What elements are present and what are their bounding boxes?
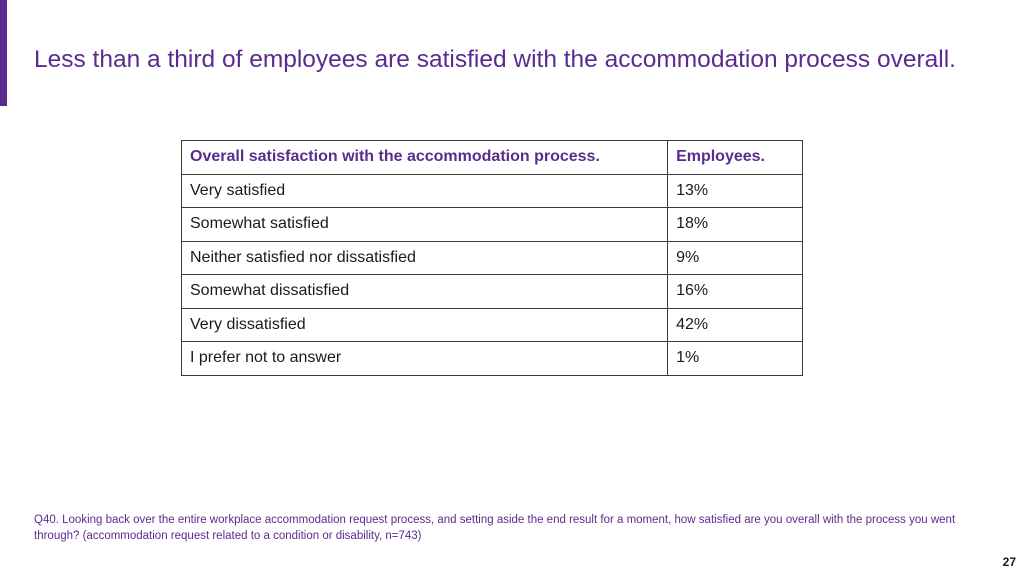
slide-title: Less than a third of employees are satis… — [34, 46, 956, 73]
question-footnote: Q40. Looking back over the entire workpl… — [34, 514, 956, 542]
row-label: Very dissatisfied — [180, 307, 669, 342]
row-value: 13% — [667, 173, 803, 208]
row-value: 42% — [667, 307, 803, 342]
table-row: Very dissatisfied 42% — [180, 307, 803, 342]
table-row: Somewhat satisfied 18% — [180, 207, 803, 242]
satisfaction-table: Overall satisfaction with the accommodat… — [180, 140, 803, 376]
table-header-row: Overall satisfaction with the accommodat… — [180, 140, 803, 175]
header-employees: Employees. — [667, 140, 803, 175]
table-row: Somewhat dissatisfied 16% — [180, 274, 803, 309]
header-satisfaction-level: Overall satisfaction with the accommodat… — [180, 140, 669, 175]
row-label: Very satisfied — [180, 173, 669, 208]
row-label: Neither satisfied nor dissatisfied — [180, 240, 669, 275]
row-label: Somewhat satisfied — [180, 207, 669, 242]
row-label: I prefer not to answer — [180, 341, 669, 376]
title-accent-bar — [0, 0, 7, 106]
row-value: 1% — [667, 341, 803, 376]
row-label: Somewhat dissatisfied — [180, 274, 669, 309]
row-value: 9% — [667, 240, 803, 275]
table-row: Very satisfied 13% — [180, 173, 803, 208]
row-value: 16% — [667, 274, 803, 309]
table-row: I prefer not to answer 1% — [180, 341, 803, 376]
row-value: 18% — [667, 207, 803, 242]
table-row: Neither satisfied nor dissatisfied 9% — [180, 240, 803, 275]
page-number: 27 — [1002, 555, 1016, 569]
